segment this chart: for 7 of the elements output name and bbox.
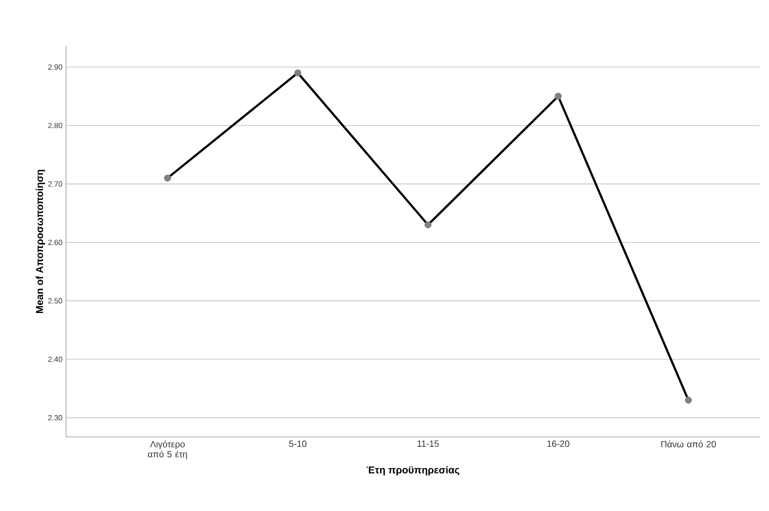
x-tick-label: 16-20 (547, 440, 570, 447)
x-axis-title: Έτη προϋπηρεσίας (366, 466, 460, 476)
x-tick-label: 11-15 (417, 440, 439, 447)
x-tick-label: 5-10 (289, 440, 306, 447)
x-tick-label: Πάνω από 20 (661, 440, 716, 448)
x-tick-label: Λιγότερο από 5 έτη (148, 440, 187, 460)
y-axis-title: Mean of Αποπροσωποποίηση (36, 170, 46, 314)
